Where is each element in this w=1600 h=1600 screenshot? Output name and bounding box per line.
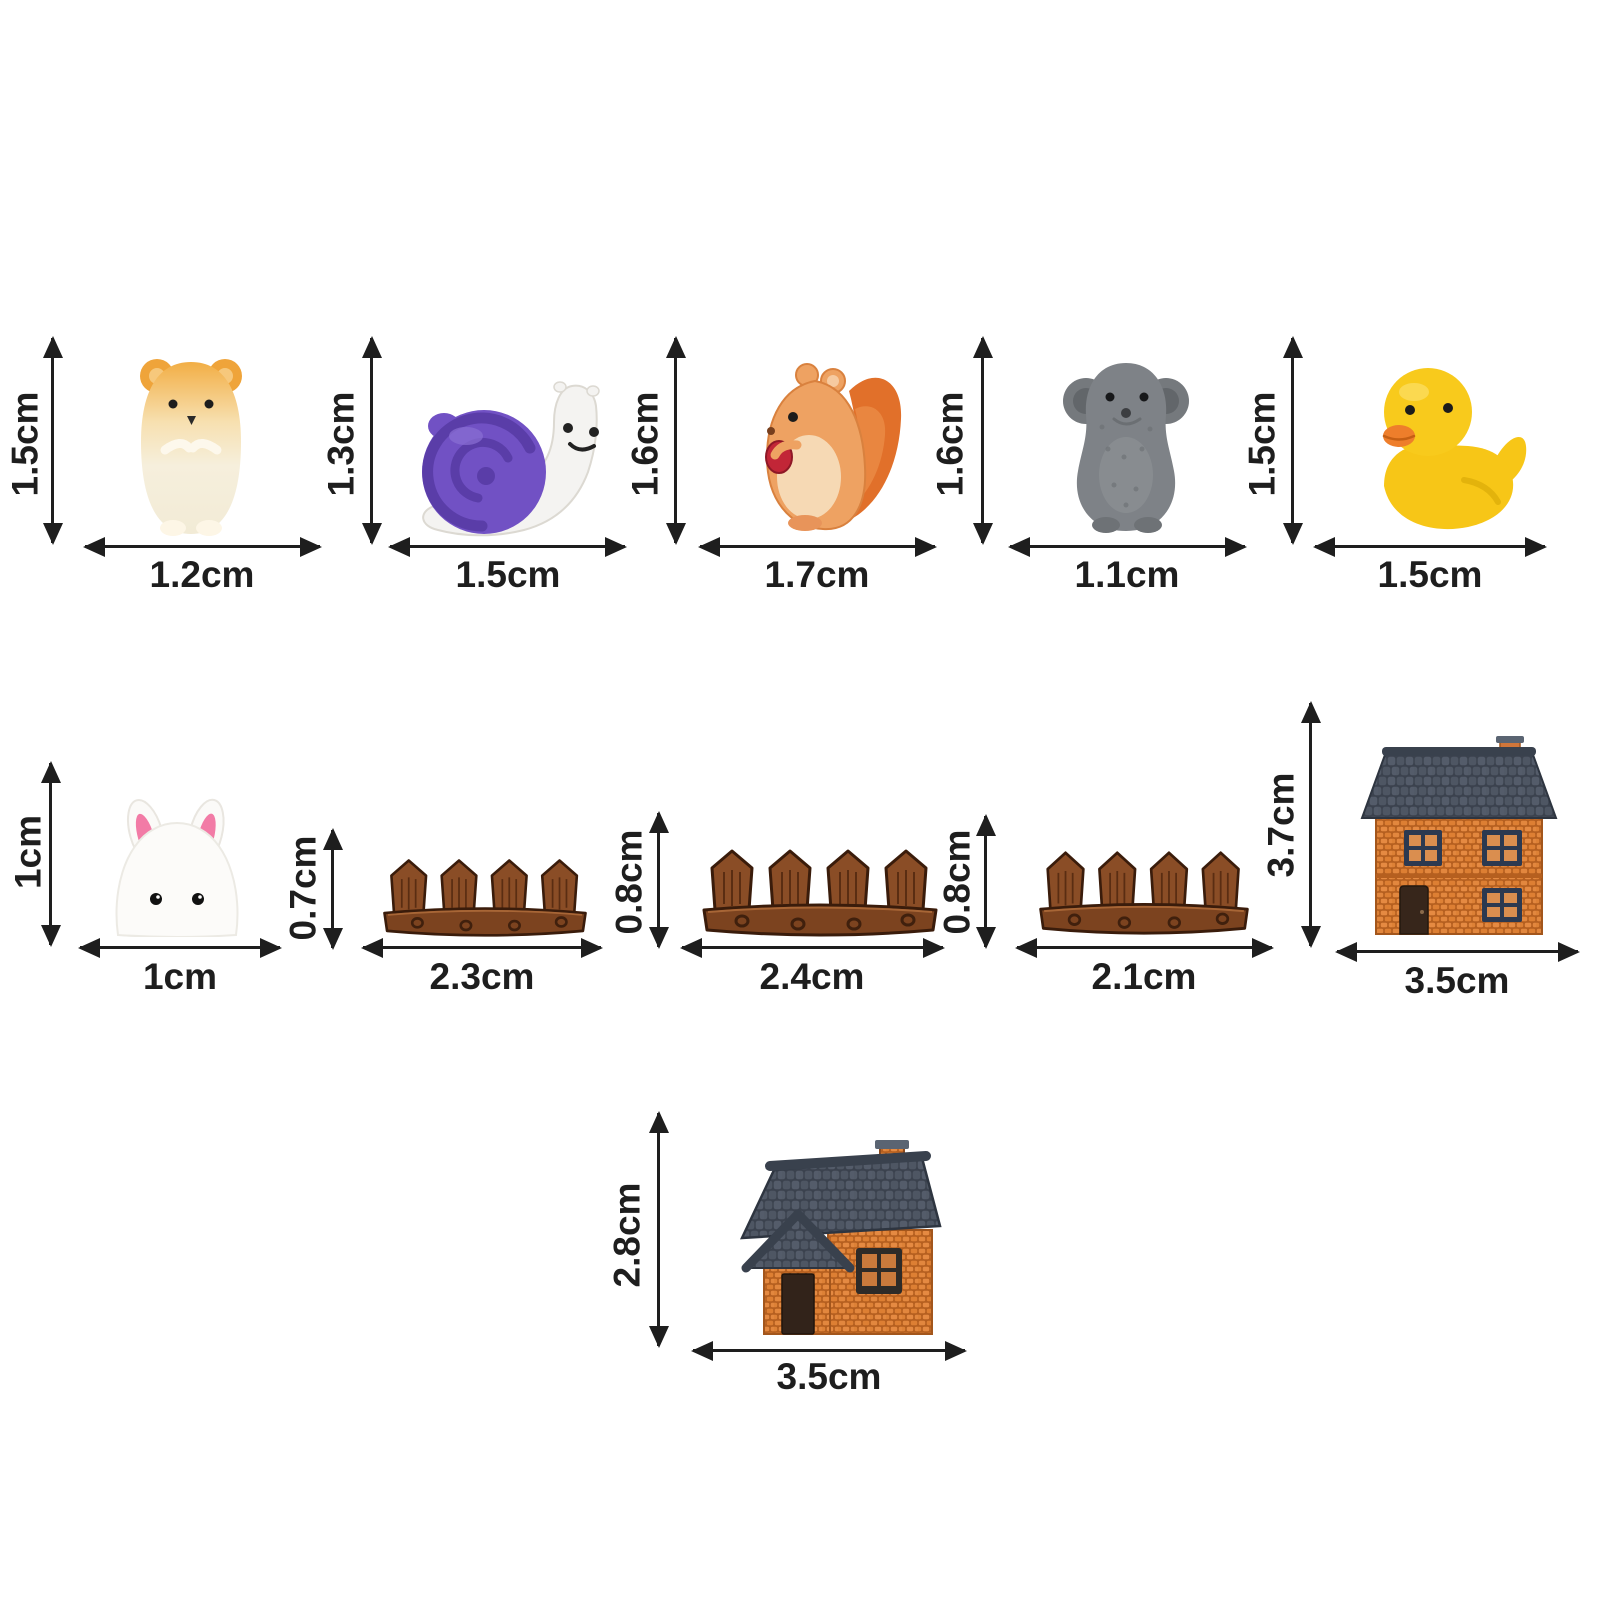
height-arrow [981,338,984,543]
cottage-house-figurine [739,1140,942,1335]
height-arrow [984,816,987,947]
width-label: 3.5cm [776,1356,882,1397]
width-arrow [363,946,601,949]
width-arrow [1315,545,1545,548]
width-label: 1.1cm [1074,554,1180,595]
duck-figurine [1382,368,1527,530]
upper-left-window [1404,830,1442,866]
height-arrow [1291,338,1294,543]
height-arrow [331,830,334,948]
width-label: 1.5cm [455,554,561,595]
width-arrow [700,545,935,548]
lower-right-window [1482,888,1522,922]
width-label: 1.5cm [1377,554,1483,595]
fence-figurine [702,849,938,937]
mouse-figurine [1063,363,1189,533]
width-label: 2.3cm [429,956,535,997]
width-arrow [390,545,625,548]
height-arrow [674,338,677,543]
width-label: 2.4cm [759,956,865,997]
width-arrow [693,1349,965,1352]
height-arrow [657,1113,660,1346]
fence-figurine [1039,851,1249,935]
rabbit-figurine [115,798,239,937]
squirrel-figurine [765,363,902,531]
width-arrow [1017,946,1272,949]
height-arrow [49,763,52,945]
width-arrow [1010,545,1245,548]
width-arrow [80,946,280,949]
cottage-window [856,1248,902,1294]
height-arrow [657,813,660,947]
snail-figurine [422,381,600,537]
height-arrow [370,338,373,543]
width-arrow [682,946,943,949]
width-arrow [1337,950,1578,953]
width-label: 1.7cm [764,554,870,595]
fence-figurine [383,859,587,937]
two-story-house-figurine [1360,736,1558,935]
width-label: 3.5cm [1404,960,1510,1001]
width-arrow [85,545,320,548]
hamster-figurine [140,359,242,536]
width-label: 1cm [142,956,218,997]
upper-right-window [1482,830,1522,866]
width-label: 2.1cm [1091,956,1197,997]
width-label: 1.2cm [149,554,255,595]
height-label: 2.8cm [606,1182,648,1288]
height-arrow [51,338,54,543]
height-arrow [1309,703,1312,946]
